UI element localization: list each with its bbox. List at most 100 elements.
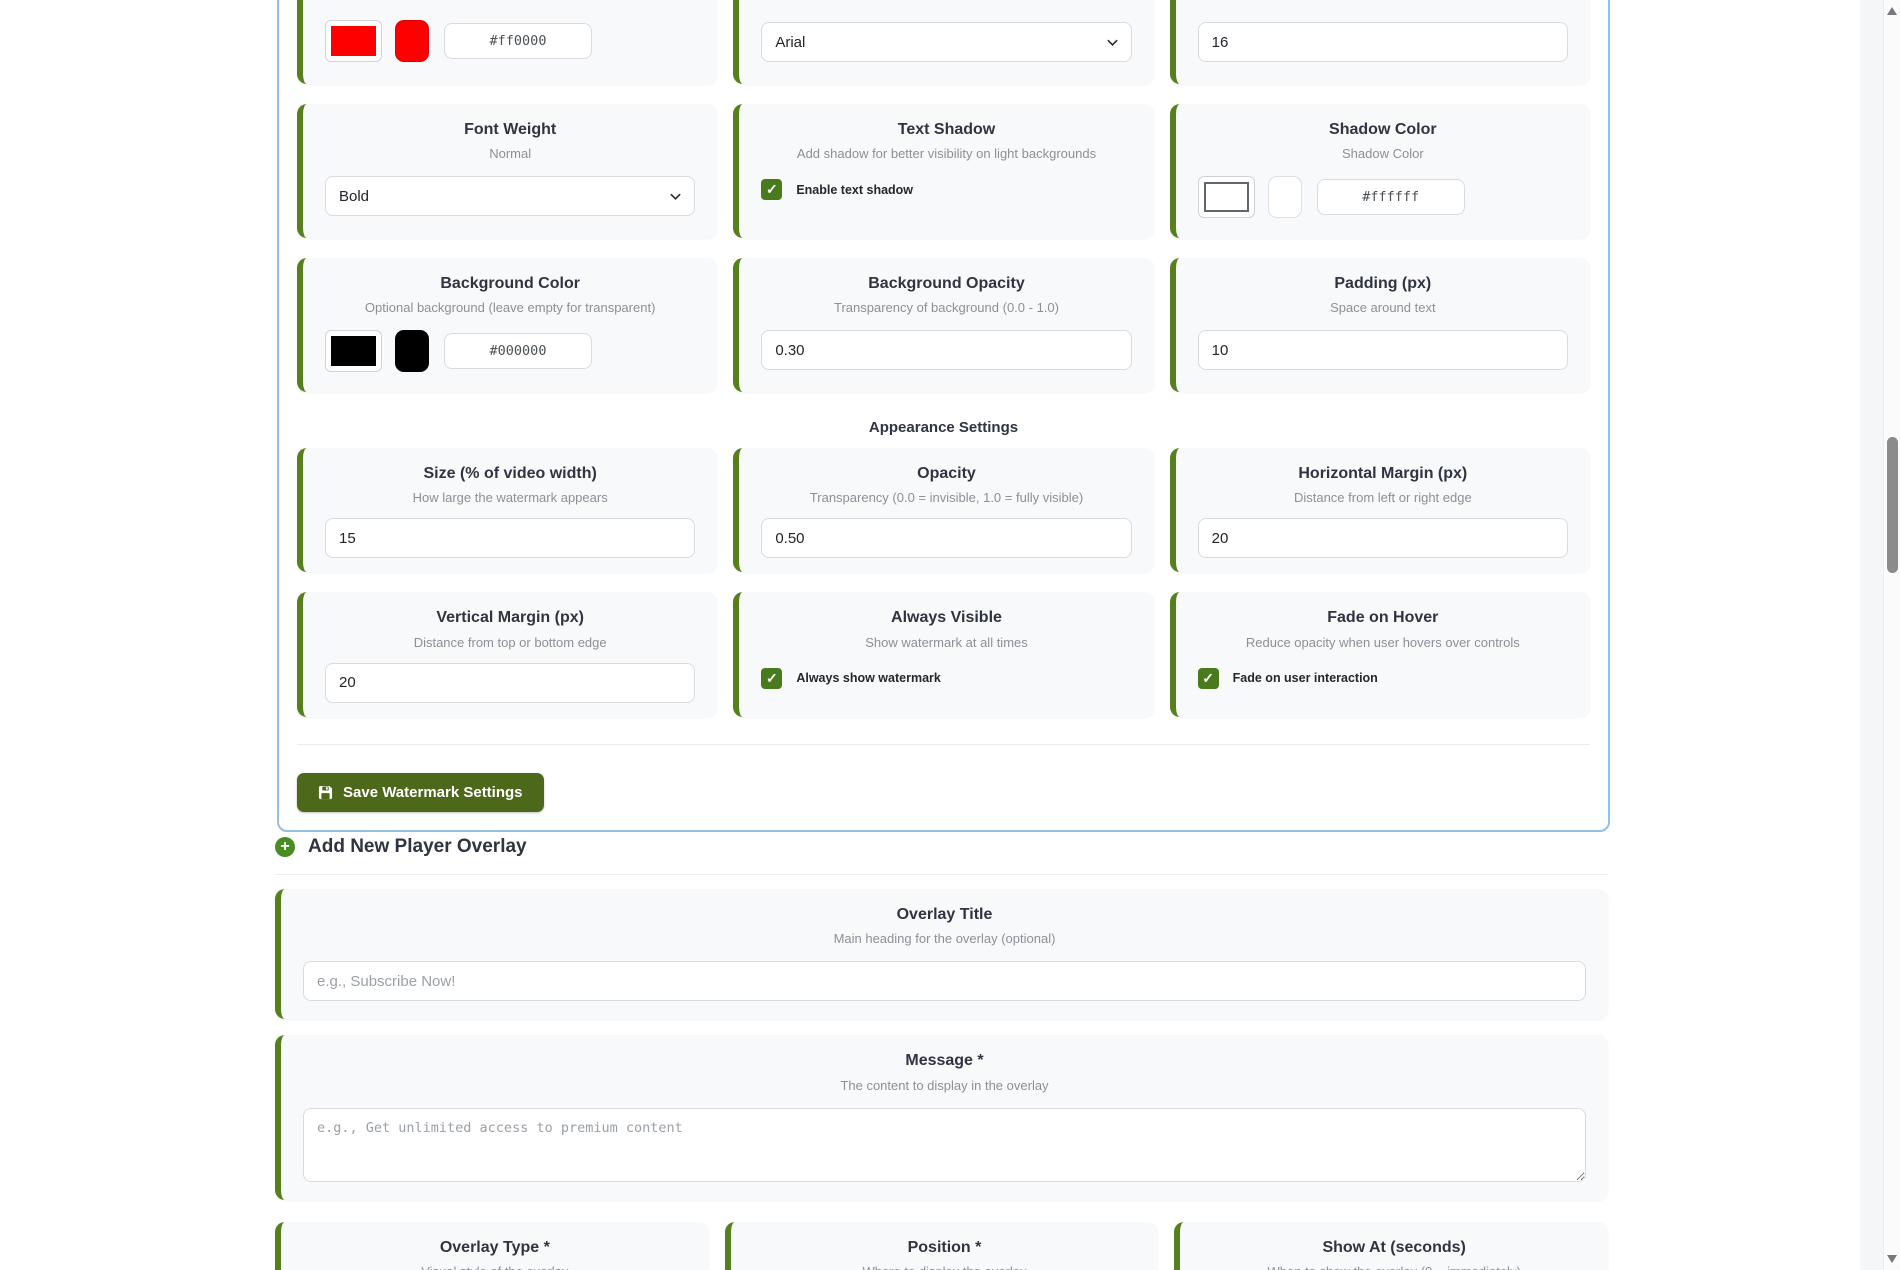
- size-input[interactable]: [325, 518, 696, 559]
- text-color-picker-swatch: [331, 26, 376, 56]
- fade-on-hover-card: Fade on Hover Reduce opacity when user h…: [1169, 592, 1590, 717]
- font-weight-card: Font Weight Normal Bold: [297, 104, 718, 238]
- shadow-color-picker[interactable]: [1197, 176, 1255, 219]
- save-icon: [318, 785, 333, 799]
- always-show-watermark-checkbox[interactable]: ✓: [761, 667, 783, 689]
- text-color-hex-input[interactable]: [444, 23, 592, 59]
- opacity-title: Opacity: [917, 465, 976, 482]
- overlay-title-title: Overlay Title: [896, 906, 993, 923]
- overlay-show-at-card: Show At (seconds) When to show the overl…: [1174, 1221, 1608, 1270]
- opacity-input[interactable]: [761, 518, 1132, 559]
- overlay-type-subtitle: Visual style of the overlay: [303, 1264, 687, 1270]
- text-color-picker[interactable]: [325, 20, 382, 62]
- page-right-gutter: [1860, 0, 1883, 1270]
- appearance-settings-heading: Appearance Settings: [868, 419, 1019, 436]
- chevron-down-icon: [670, 194, 682, 201]
- always-visible-title: Always Visible: [891, 609, 1002, 627]
- background-opacity-input[interactable]: [761, 330, 1132, 371]
- opacity-subtitle: Transparency (0.0 = invisible, 1.0 = ful…: [809, 490, 1084, 506]
- vertical-scrollbar[interactable]: [1883, 0, 1900, 1270]
- overlay-message-card: Message * The content to display in the …: [275, 1035, 1608, 1200]
- vertical-margin-title: Vertical Margin (px): [436, 609, 584, 627]
- checkmark-icon: ✓: [765, 669, 778, 686]
- background-color-title: Background Color: [440, 275, 580, 292]
- overlay-type-card: Overlay Type * Visual style of the overl…: [275, 1221, 709, 1270]
- chevron-down-icon: [1106, 39, 1118, 47]
- always-visible-card: Always Visible Show watermark at all tim…: [733, 592, 1154, 717]
- shadow-color-card: Shadow Color Shadow Color: [1169, 104, 1590, 238]
- always-visible-subtitle: Show watermark at all times: [865, 634, 1028, 650]
- font-family-card: Arial: [733, 0, 1154, 84]
- horizontal-margin-card: Horizontal Margin (px) Distance from lef…: [1169, 448, 1590, 573]
- background-color-picker-swatch: [331, 336, 376, 367]
- padding-input[interactable]: [1197, 330, 1568, 371]
- plus-circle-icon: +: [275, 837, 295, 857]
- overlay-message-textarea[interactable]: [303, 1107, 1586, 1182]
- scroll-up-arrow-icon[interactable]: [1887, 7, 1897, 15]
- overlay-section-divider: [275, 874, 1608, 875]
- shadow-color-title: Shadow Color: [1329, 121, 1437, 138]
- text-shadow-card: Text Shadow Add shadow for better visibi…: [733, 104, 1154, 238]
- font-family-selected: Arial: [775, 33, 806, 51]
- add-overlay-heading: Add New Player Overlay: [308, 836, 527, 857]
- overlay-message-subtitle: The content to display in the overlay: [840, 1077, 1049, 1093]
- fade-on-user-interaction-checkbox[interactable]: ✓: [1197, 667, 1219, 689]
- background-color-hex-input[interactable]: [444, 333, 592, 370]
- save-watermark-settings-label: Save Watermark Settings: [343, 783, 523, 801]
- background-color-card: Background Color Optional background (le…: [297, 258, 718, 392]
- checkmark-icon: ✓: [765, 181, 778, 198]
- overlay-type-title: Overlay Type *: [439, 1238, 550, 1256]
- font-weight-subtitle: Normal: [489, 146, 532, 162]
- overlay-title-subtitle: Main heading for the overlay (optional): [833, 931, 1056, 947]
- horizontal-margin-input[interactable]: [1197, 518, 1568, 559]
- watermark-settings-panel: Arial Font Weight Normal Bold Text Shado…: [277, 0, 1610, 832]
- background-color-subtitle: Optional background (leave empty for tra…: [364, 300, 656, 316]
- text-shadow-subtitle: Add shadow for better visibility on ligh…: [796, 146, 1097, 162]
- overlay-position-subtitle: Where to display the overlay: [753, 1264, 1137, 1270]
- vertical-margin-card: Vertical Margin (px) Distance from top o…: [297, 592, 718, 717]
- scroll-down-arrow-icon[interactable]: [1887, 1255, 1897, 1263]
- overlay-title-input[interactable]: [303, 961, 1586, 1002]
- vertical-margin-input[interactable]: [325, 662, 696, 703]
- shadow-color-subtitle: Shadow Color: [1342, 146, 1424, 162]
- font-weight-select[interactable]: Bold: [325, 176, 696, 217]
- always-show-watermark-label: Always show watermark: [796, 671, 941, 686]
- save-watermark-settings-button[interactable]: Save Watermark Settings: [297, 772, 544, 812]
- overlay-show-at-subtitle: When to show the overlay (0 = immediatel…: [1202, 1264, 1586, 1270]
- size-card: Size (% of video width) How large the wa…: [297, 448, 718, 573]
- overlay-position-title: Position *: [907, 1238, 982, 1256]
- overlay-message-title: Message *: [905, 1052, 984, 1070]
- overlay-show-at-title: Show At (seconds): [1322, 1238, 1466, 1256]
- font-family-select[interactable]: Arial: [761, 22, 1132, 62]
- font-weight-title: Font Weight: [464, 121, 557, 138]
- overlay-title-card: Overlay Title Main heading for the overl…: [275, 889, 1608, 1020]
- horizontal-margin-subtitle: Distance from left or right edge: [1293, 490, 1472, 506]
- size-subtitle: How large the watermark appears: [412, 490, 608, 506]
- padding-card: Padding (px) Space around text: [1169, 258, 1590, 392]
- padding-title: Padding (px): [1334, 275, 1432, 292]
- enable-text-shadow-label: Enable text shadow: [796, 182, 914, 197]
- text-color-swatch[interactable]: [395, 20, 429, 62]
- shadow-color-hex-input[interactable]: [1316, 179, 1465, 216]
- font-weight-selected: Bold: [339, 187, 370, 205]
- shadow-color-swatch[interactable]: [1267, 176, 1302, 219]
- fade-on-user-interaction-label: Fade on user interaction: [1232, 671, 1378, 686]
- padding-subtitle: Space around text: [1330, 300, 1436, 316]
- size-title: Size (% of video width): [423, 465, 597, 482]
- font-size-card: [1169, 0, 1590, 84]
- font-size-input[interactable]: [1197, 22, 1568, 62]
- add-overlay-section: + Add New Player Overlay Overlay Title M…: [275, 822, 1608, 1270]
- scrollbar-thumb[interactable]: [1887, 437, 1898, 573]
- checkmark-icon: ✓: [1202, 669, 1215, 686]
- vertical-margin-subtitle: Distance from top or bottom edge: [413, 634, 607, 650]
- fade-on-hover-title: Fade on Hover: [1327, 609, 1439, 627]
- background-opacity-title: Background Opacity: [868, 275, 1025, 292]
- background-color-picker[interactable]: [325, 330, 382, 373]
- background-opacity-card: Background Opacity Transparency of backg…: [733, 258, 1154, 392]
- enable-text-shadow-checkbox[interactable]: ✓: [761, 179, 783, 201]
- background-color-swatch[interactable]: [395, 330, 429, 373]
- opacity-card: Opacity Transparency (0.0 = invisible, 1…: [733, 448, 1154, 573]
- horizontal-margin-title: Horizontal Margin (px): [1298, 465, 1468, 482]
- overlay-position-card: Position * Where to display the overlay: [724, 1221, 1159, 1270]
- shadow-color-picker-swatch: [1203, 182, 1249, 213]
